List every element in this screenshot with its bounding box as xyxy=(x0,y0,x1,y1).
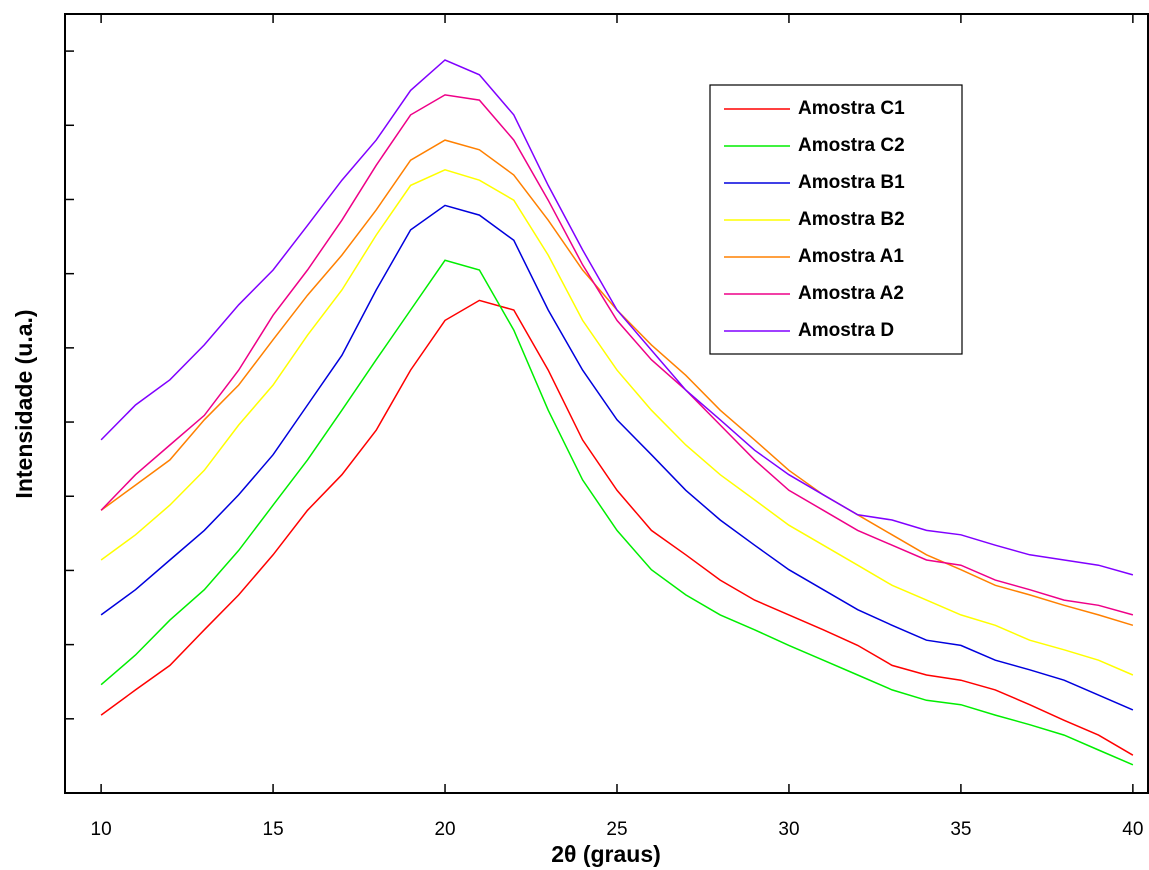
x-tick-label: 30 xyxy=(778,819,799,840)
legend-label: Amostra D xyxy=(798,320,894,341)
data-line xyxy=(100,139,1134,627)
x-tick-label: 15 xyxy=(263,819,284,840)
data-line xyxy=(100,299,1134,756)
legend-label: Amostra C1 xyxy=(798,98,905,119)
legend-label: Amostra B2 xyxy=(798,209,905,230)
data-line xyxy=(100,94,1134,616)
x-tick-label: 40 xyxy=(1122,819,1143,840)
legend-label: Amostra B1 xyxy=(798,172,905,193)
x-tick-label: 25 xyxy=(606,819,627,840)
legend-label: Amostra C2 xyxy=(798,135,905,156)
legend-label: Amostra A2 xyxy=(798,283,904,304)
x-tick-label: 10 xyxy=(91,819,112,840)
plot-frame xyxy=(64,13,1149,794)
x-tick-label: 20 xyxy=(434,819,455,840)
data-line xyxy=(100,169,1134,676)
data-line xyxy=(100,59,1134,576)
data-line xyxy=(100,204,1134,711)
legend-label: Amostra A1 xyxy=(798,246,904,267)
data-line xyxy=(100,259,1134,766)
x-axis-label: 2θ (graus) xyxy=(551,841,661,867)
x-tick-label: 35 xyxy=(950,819,971,840)
y-axis-label: Intensidade (u.a.) xyxy=(11,309,37,498)
